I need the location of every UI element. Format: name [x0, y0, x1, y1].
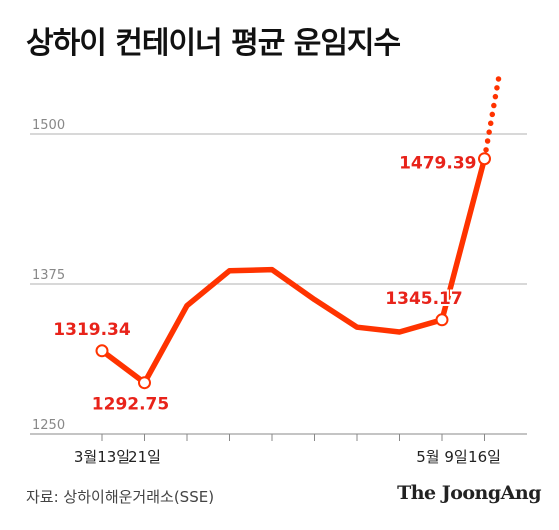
data-label: 1319.34: [53, 320, 131, 340]
data-point-marker: [138, 376, 151, 390]
x-tick-label: 16일: [468, 448, 501, 466]
data-label: 1479.39: [399, 154, 476, 174]
y-tick-label: 1500: [32, 118, 65, 133]
marker-layer: [95, 152, 491, 390]
data-label: 1292.75: [92, 395, 169, 415]
y-tick-label: 1250: [32, 418, 65, 433]
x-tick-label: 5월 9일: [416, 448, 467, 466]
label-layer: 1319.34 1292.75 1345.17 1479.39: [51, 152, 478, 417]
data-point-marker: [435, 313, 449, 327]
data-point-marker: [95, 344, 109, 358]
source-note: 자료: 상하이해운거래소(SSE): [26, 488, 215, 506]
x-tick-label: 21일: [128, 448, 161, 466]
brand-logo: The JoongAng: [397, 482, 541, 504]
chart-title: 상하이 컨테이너 평균 운임지수: [26, 26, 401, 61]
y-tick-label: 1375: [32, 268, 65, 283]
series-line: [99, 155, 488, 386]
series-layer: [99, 71, 503, 386]
projection-line: [481, 71, 503, 162]
x-tick-label: 3월13일: [74, 448, 130, 466]
data-point-marker: [478, 152, 491, 166]
data-label: 1345.17: [385, 289, 462, 309]
grid-layer: 1250 1375 1500: [30, 118, 527, 435]
